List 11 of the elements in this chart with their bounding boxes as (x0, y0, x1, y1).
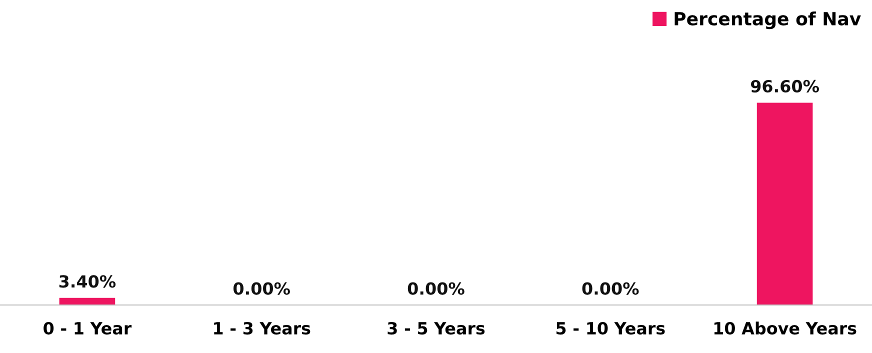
data-label: 3.40% (59, 275, 116, 288)
x-tick-label: 5 - 10 Years (556, 322, 665, 335)
x-tick-label: 10 Above Years (714, 322, 856, 335)
x-tick-label: 1 - 3 Years (214, 322, 310, 335)
data-label: 96.60% (750, 80, 819, 93)
data-label: 0.00% (233, 282, 290, 295)
x-tick-label: 0 - 1 Year (44, 322, 132, 335)
data-label: 0.00% (582, 282, 639, 295)
legend-label: Percentage of Nav (674, 12, 861, 30)
data-label: 0.00% (408, 282, 464, 295)
x-tick-label: 3 - 5 Years (388, 322, 485, 335)
